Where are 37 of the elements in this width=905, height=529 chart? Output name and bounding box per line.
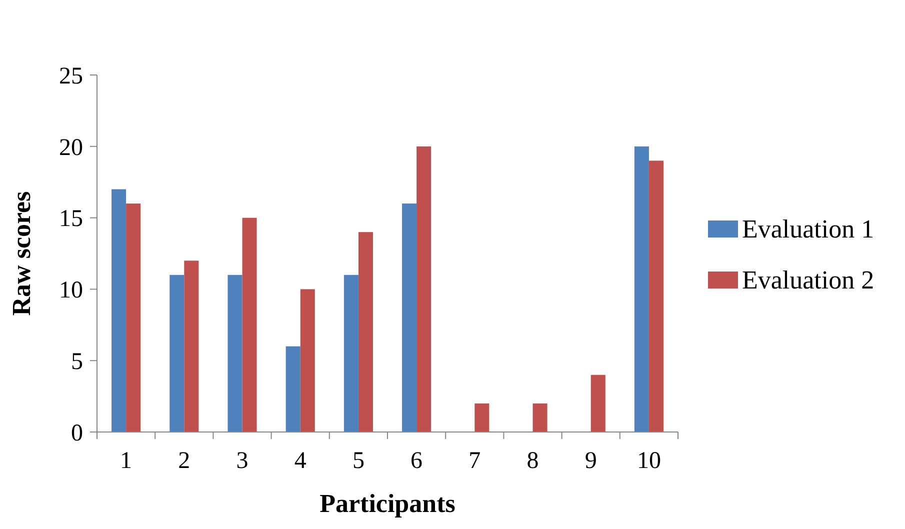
- bar: [648, 160, 664, 432]
- x-tick-label: 2: [178, 448, 190, 474]
- bar: [590, 374, 606, 432]
- bar: [126, 204, 141, 432]
- bar: [474, 403, 490, 432]
- y-tick-label: 20: [59, 134, 83, 161]
- bar: [344, 274, 358, 432]
- bar: [228, 274, 242, 432]
- y-tick-label: 10: [59, 278, 83, 304]
- bar: [112, 189, 126, 432]
- x-tick-label: 1: [120, 448, 132, 474]
- bar: [184, 260, 199, 432]
- bar: [300, 289, 315, 432]
- bar: [286, 346, 300, 432]
- x-tick-label: 10: [636, 448, 661, 474]
- bar: [242, 218, 257, 432]
- x-tick-label: 7: [468, 448, 481, 474]
- legend-label: Evaluation 2: [742, 266, 874, 295]
- bar: [416, 146, 432, 432]
- y-tick-label: 5: [71, 349, 83, 375]
- bar: [634, 146, 649, 432]
- bar: [358, 232, 373, 432]
- legend-label: Evaluation 1: [742, 214, 874, 244]
- x-tick-label: 6: [410, 448, 423, 474]
- bar: [402, 204, 417, 432]
- bar: [532, 403, 548, 432]
- x-tick-label: 4: [294, 448, 306, 474]
- bar: [170, 274, 184, 432]
- y-axis-title: Raw scores: [7, 191, 36, 316]
- x-tick-label: 8: [526, 448, 539, 474]
- x-tick-label: 9: [584, 448, 597, 474]
- y-tick-label: 15: [59, 206, 83, 232]
- y-tick-label: 25: [59, 63, 83, 90]
- y-tick-label: 0: [71, 420, 83, 446]
- x-tick-label: 5: [352, 448, 364, 474]
- x-tick-label: 3: [236, 448, 248, 474]
- x-axis-title: Participants: [320, 489, 456, 518]
